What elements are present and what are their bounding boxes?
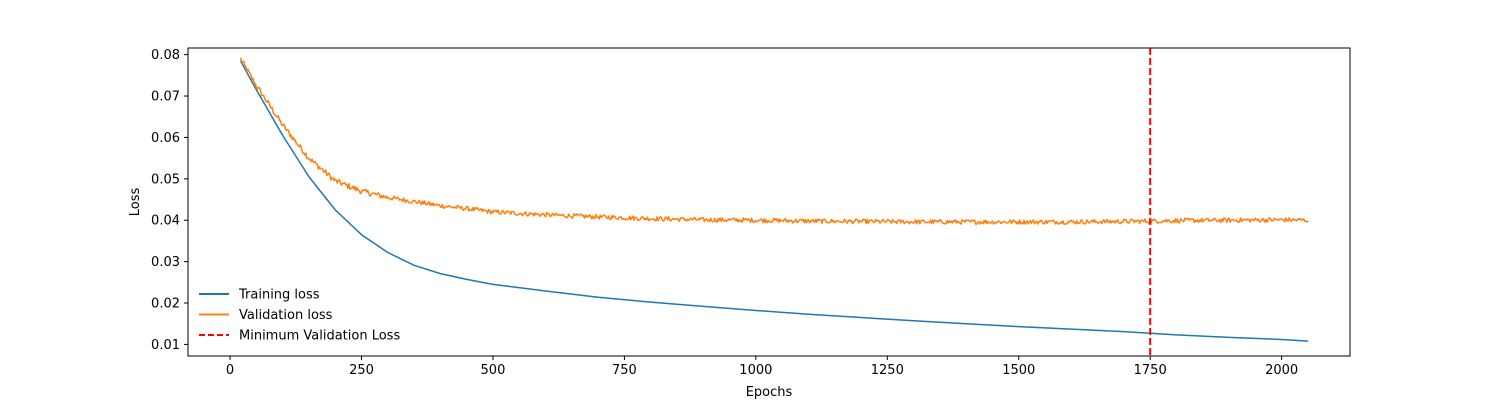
y-tick-label: 0.06 [151,131,180,146]
validation-loss-line [239,57,1309,225]
legend: Training loss Validation loss Minimum Vali… [199,288,400,344]
training-loss-line [239,60,1308,342]
y-axis-ticks: 0.01 0.02 0.03 0.04 0.05 0.06 0.07 0.08 [151,48,188,353]
y-axis-label: Loss [128,188,143,217]
y-tick-label: 0.03 [151,255,180,270]
x-tick-label: 1250 [871,363,904,378]
x-tick-label: 1000 [739,363,772,378]
x-tick-label: 500 [481,363,506,378]
y-tick-label: 0.02 [151,297,180,312]
legend-label: Training loss [238,288,320,303]
x-tick-label: 0 [226,363,234,378]
x-axis-label: Epochs [746,385,793,400]
y-tick-label: 0.07 [151,90,180,105]
x-tick-label: 250 [349,363,374,378]
x-tick-label: 750 [612,363,637,378]
legend-label: Minimum Validation Loss [239,329,400,344]
x-tick-label: 1750 [1134,363,1167,378]
axes-frame [187,47,1351,357]
plot-area [239,48,1309,356]
x-axis-ticks: 0 250 500 750 1000 1250 1500 1750 2000 [226,356,1298,378]
y-tick-label: 0.01 [151,338,180,353]
legend-label: Validation loss [239,308,333,323]
x-tick-label: 2000 [1265,363,1298,378]
x-tick-label: 1500 [1002,363,1035,378]
y-tick-label: 0.05 [151,172,180,187]
y-tick-label: 0.04 [151,214,180,229]
y-tick-label: 0.08 [151,48,180,63]
